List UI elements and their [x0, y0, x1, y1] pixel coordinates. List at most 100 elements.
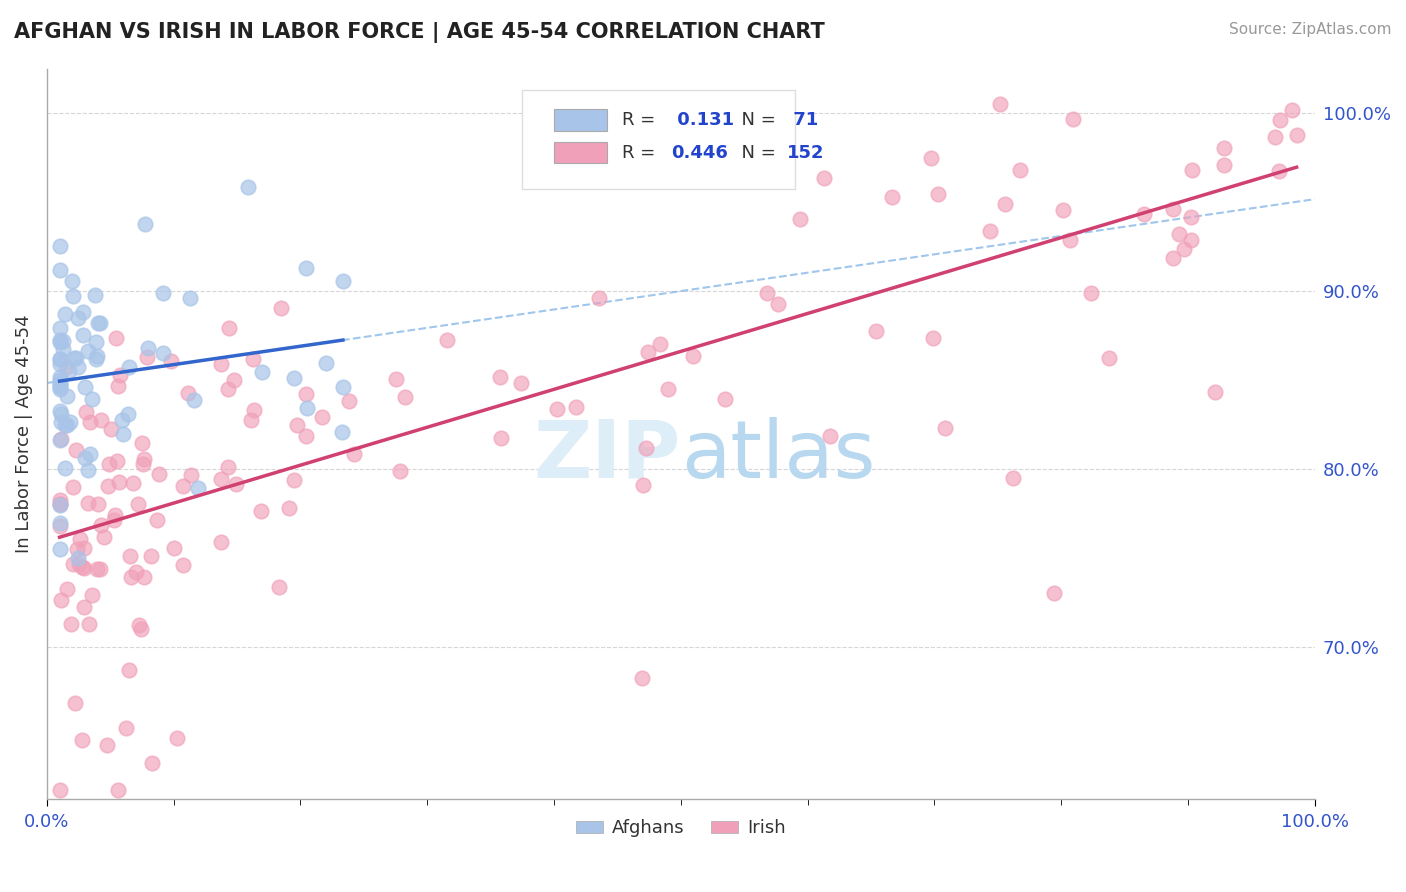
Point: [100, 422, 122, 436]
Point: [132, 452, 155, 467]
Point: [48, 403, 70, 417]
Point: [270, 301, 292, 315]
Point: [1264, 130, 1286, 145]
Point: [127, 497, 149, 511]
Point: [129, 622, 152, 636]
Point: [105, 331, 128, 345]
Point: [86, 352, 108, 367]
Point: [86, 349, 108, 363]
Point: [110, 368, 132, 382]
Point: [48, 239, 70, 253]
Text: 152: 152: [787, 144, 825, 161]
Point: [72, 305, 94, 319]
Point: [225, 476, 247, 491]
Point: [56, 417, 79, 432]
Point: [209, 357, 232, 371]
Point: [117, 360, 139, 375]
Point: [131, 436, 153, 450]
Point: [72, 327, 94, 342]
Point: [105, 454, 128, 468]
Point: [66, 541, 89, 556]
Point: [58, 415, 80, 429]
Point: [125, 566, 148, 580]
Point: [136, 341, 159, 355]
Point: [631, 478, 654, 492]
Point: [1213, 141, 1236, 155]
Point: [93, 530, 115, 544]
Text: AFGHAN VS IRISH IN LABOR FORCE | AGE 45-54 CORRELATION CHART: AFGHAN VS IRISH IN LABOR FORCE | AGE 45-…: [14, 22, 825, 44]
Text: 0.131: 0.131: [671, 111, 734, 128]
Point: [1268, 164, 1291, 178]
Point: [979, 224, 1001, 238]
Point: [166, 731, 188, 745]
Point: [789, 212, 811, 227]
Point: [659, 137, 682, 152]
Point: [240, 413, 263, 427]
Point: [75, 450, 97, 465]
Point: [48, 373, 70, 387]
Point: [671, 97, 693, 112]
Point: [62, 274, 84, 288]
Point: [648, 336, 671, 351]
Point: [128, 618, 150, 632]
Point: [73, 599, 96, 614]
Point: [79, 446, 101, 460]
Point: [813, 171, 835, 186]
Point: [62, 351, 84, 365]
Point: [1001, 471, 1024, 485]
Point: [934, 421, 956, 435]
Point: [343, 447, 366, 461]
Point: [921, 330, 943, 344]
Point: [132, 457, 155, 471]
Point: [332, 274, 354, 288]
Point: [285, 417, 308, 432]
Point: [87, 316, 110, 330]
Text: R =: R =: [623, 111, 661, 128]
Point: [66, 360, 89, 375]
Point: [65, 443, 87, 458]
Point: [1180, 234, 1202, 248]
Point: [48, 497, 70, 511]
Point: [63, 697, 86, 711]
Point: [1062, 112, 1084, 126]
Point: [103, 513, 125, 527]
Point: [209, 535, 232, 549]
Point: [111, 413, 134, 427]
Point: [172, 558, 194, 573]
Point: [82, 392, 104, 407]
Point: [295, 429, 318, 443]
Point: [384, 372, 406, 386]
Point: [96, 739, 118, 753]
Point: [148, 467, 170, 481]
Point: [48, 497, 70, 511]
Point: [988, 97, 1011, 112]
Point: [121, 475, 143, 490]
Point: [62, 289, 84, 303]
Point: [1181, 163, 1204, 178]
Point: [564, 401, 586, 415]
Point: [48, 320, 70, 334]
Point: [89, 316, 111, 330]
FancyBboxPatch shape: [522, 90, 794, 189]
Point: [634, 441, 657, 455]
Point: [186, 481, 208, 495]
Point: [104, 508, 127, 523]
Point: [1204, 385, 1226, 400]
Point: [48, 376, 70, 390]
Point: [87, 497, 110, 511]
Point: [86, 562, 108, 576]
Point: [72, 559, 94, 574]
Point: [713, 392, 735, 407]
Point: [55, 460, 77, 475]
Point: [295, 387, 318, 401]
Point: [1059, 233, 1081, 247]
Point: [48, 493, 70, 508]
Point: [880, 190, 903, 204]
Point: [180, 468, 202, 483]
Point: [56, 582, 79, 596]
Point: [921, 151, 943, 165]
Point: [134, 217, 156, 231]
Point: [139, 549, 162, 563]
Point: [1042, 586, 1064, 600]
Point: [243, 402, 266, 417]
